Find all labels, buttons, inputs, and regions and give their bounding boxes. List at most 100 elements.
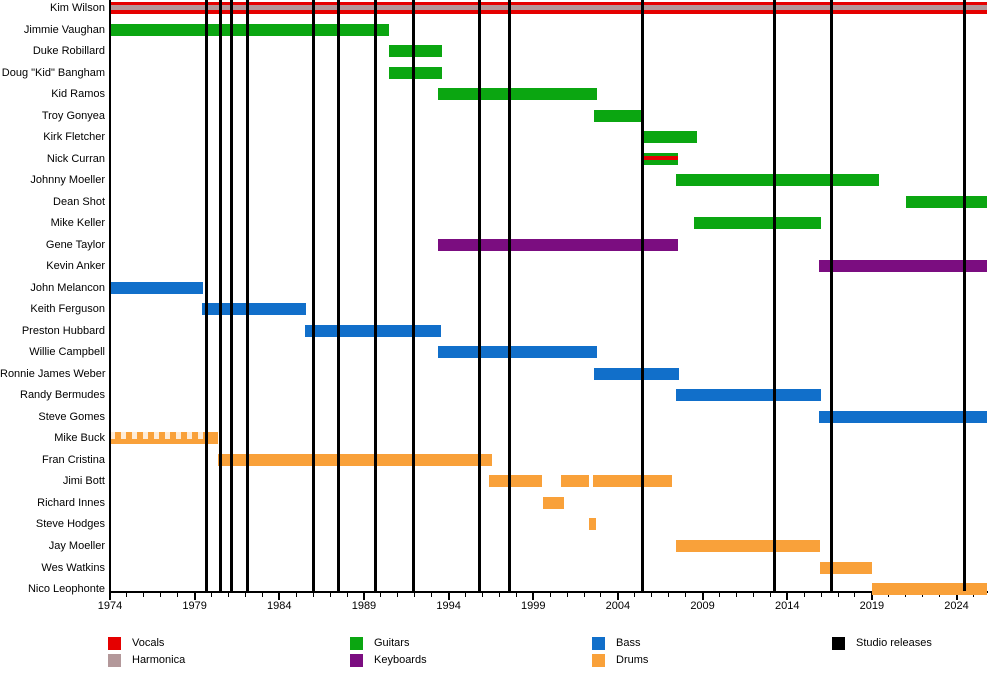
hatched-segment-mike-buck (110, 432, 205, 440)
member-label-steve-hodges: Steve Hodges (35, 518, 105, 531)
studio-release-line-1996 (478, 0, 482, 591)
studio-release-line-2024 (962, 0, 966, 591)
major-tick-1984 (278, 593, 281, 600)
major-tick-1989 (362, 593, 365, 600)
year-label-2009: 2009 (690, 600, 715, 612)
member-label-richard-innes: Richard Innes (37, 496, 105, 509)
tenure-bar-richard-innes-drums (542, 496, 564, 509)
year-label-1994: 1994 (436, 600, 461, 612)
tenure-bar-wes-watkins-drums (820, 561, 872, 574)
year-label-1974: 1974 (97, 600, 123, 612)
legend-swatch-studio-releases (832, 637, 845, 650)
member-label-kim-wilson: Kim Wilson (49, 2, 105, 14)
member-label-nico-leophonte: Nico Leophonte (27, 583, 105, 596)
tenure-bar-randy-bermudes-bass (676, 389, 822, 402)
overlay-stripe-nick-curran-vocals (642, 155, 678, 160)
major-tick-2019 (870, 593, 873, 600)
member-label-wes-watkins: Wes Watkins (41, 561, 105, 574)
minor-tick-1977 (160, 593, 162, 597)
year-label-1979: 1979 (182, 600, 207, 612)
minor-tick-2005 (634, 593, 636, 597)
minor-tick-2000 (549, 593, 551, 597)
timeline-plot-area (109, 0, 987, 596)
tenure-bar-jimi-bott-drums (489, 475, 542, 488)
legend-label-bass: Bass (616, 637, 641, 649)
member-label-duke-robillard: Duke Robillard (32, 45, 105, 58)
tenure-bar-jimmie-vaughan-guitars (110, 23, 390, 36)
member-label-mike-buck: Mike Buck (54, 432, 105, 445)
member-label-gene-taylor: Gene Taylor (45, 238, 105, 251)
major-tick-2014 (786, 593, 789, 600)
minor-tick-1996 (481, 593, 483, 597)
minor-tick-2015 (803, 593, 805, 597)
minor-tick-2011 (735, 593, 737, 597)
major-tick-1974 (109, 593, 111, 600)
minor-tick-1988 (346, 593, 348, 597)
legend-label-guitars: Guitars (374, 637, 410, 649)
major-tick-2004 (616, 593, 619, 600)
member-label-jimmie-vaughan: Jimmie Vaughan (23, 23, 105, 36)
minor-tick-1982 (244, 593, 246, 597)
legend-label-keyboards: Keyboards (374, 654, 427, 666)
minor-tick-1993 (431, 593, 433, 597)
member-label-ronnie-james-weber: Ronnie James Weber (0, 367, 106, 380)
member-label-keith-ferguson: Keith Ferguson (30, 303, 105, 316)
member-label-nick-curran: Nick Curran (46, 152, 105, 165)
studio-release-line-1988 (337, 0, 341, 591)
minor-tick-1976 (143, 593, 145, 597)
minor-tick-1975 (126, 593, 128, 597)
minor-tick-2013 (769, 593, 771, 597)
studio-release-line-2013 (773, 0, 777, 591)
minor-tick-2001 (566, 593, 568, 597)
studio-release-line-2005 (640, 0, 644, 591)
tenure-bar-johnny-moeller-guitars (676, 174, 880, 187)
legend-swatch-guitars (350, 637, 363, 650)
tenure-bar-kevin-anker-keyboards (819, 260, 987, 273)
minor-tick-1981 (228, 593, 229, 597)
legend-swatch-vocals (108, 637, 121, 650)
studio-release-line-2017 (829, 0, 833, 591)
legend-swatch-bass (592, 637, 605, 650)
year-label-2014: 2014 (774, 600, 800, 612)
minor-tick-1997 (498, 593, 500, 597)
minor-tick-1992 (414, 593, 416, 597)
tenure-bar-keith-ferguson-bass (202, 303, 307, 316)
minor-tick-2016 (820, 593, 822, 597)
x-axis-line (109, 591, 988, 593)
minor-tick-1990 (380, 593, 382, 597)
studio-release-line-1990 (374, 0, 378, 591)
minor-tick-1995 (465, 593, 467, 597)
member-label-preston-hubbard: Preston Hubbard (21, 324, 105, 337)
member-label-john-melancon: John Melancon (30, 281, 105, 294)
legend-swatch-harmonica (108, 654, 121, 667)
y-axis-line (109, 0, 111, 591)
tenure-bar-gene-taylor-keyboards (438, 238, 678, 251)
tenure-bar-steve-gomes-bass (819, 410, 987, 423)
year-label-2004: 2004 (605, 600, 631, 612)
major-tick-1999 (532, 593, 535, 600)
minor-tick-1983 (261, 593, 263, 597)
member-label-kirk-fletcher: Kirk Fletcher (43, 131, 105, 144)
overlay-stripe-kim-wilson-harmonica (110, 4, 987, 10)
member-label-steve-gomes: Steve Gomes (38, 410, 105, 423)
legend-label-vocals: Vocals (132, 637, 165, 649)
legend-label-harmonica: Harmonica (132, 654, 186, 666)
tenure-bar-jimi-bott-drums (561, 475, 590, 488)
legend-label-drums: Drums (616, 654, 649, 666)
minor-tick-1987 (329, 593, 331, 597)
tenure-bar-ronnie-james-weber-bass (594, 367, 679, 380)
tenure-bar-john-melancon-bass (110, 281, 204, 294)
year-label-2019: 2019 (859, 600, 885, 612)
member-label-mike-keller: Mike Keller (50, 217, 105, 230)
minor-tick-2012 (752, 593, 754, 597)
tenure-bar-steve-hodges-drums (589, 518, 596, 531)
member-label-willie-campbell: Willie Campbell (29, 346, 105, 359)
member-label-doug-kid-bangham: Doug "Kid" Bangham (1, 66, 105, 79)
member-label-dean-shot: Dean Shot (53, 195, 105, 208)
tenure-bar-willie-campbell-bass (438, 346, 597, 359)
year-label-1984: 1984 (267, 600, 292, 612)
minor-tick-2002 (583, 593, 585, 597)
minor-tick-1991 (397, 593, 399, 597)
tenure-bar-fran-cristina-drums (218, 453, 492, 466)
legend-swatch-keyboards (350, 654, 363, 667)
